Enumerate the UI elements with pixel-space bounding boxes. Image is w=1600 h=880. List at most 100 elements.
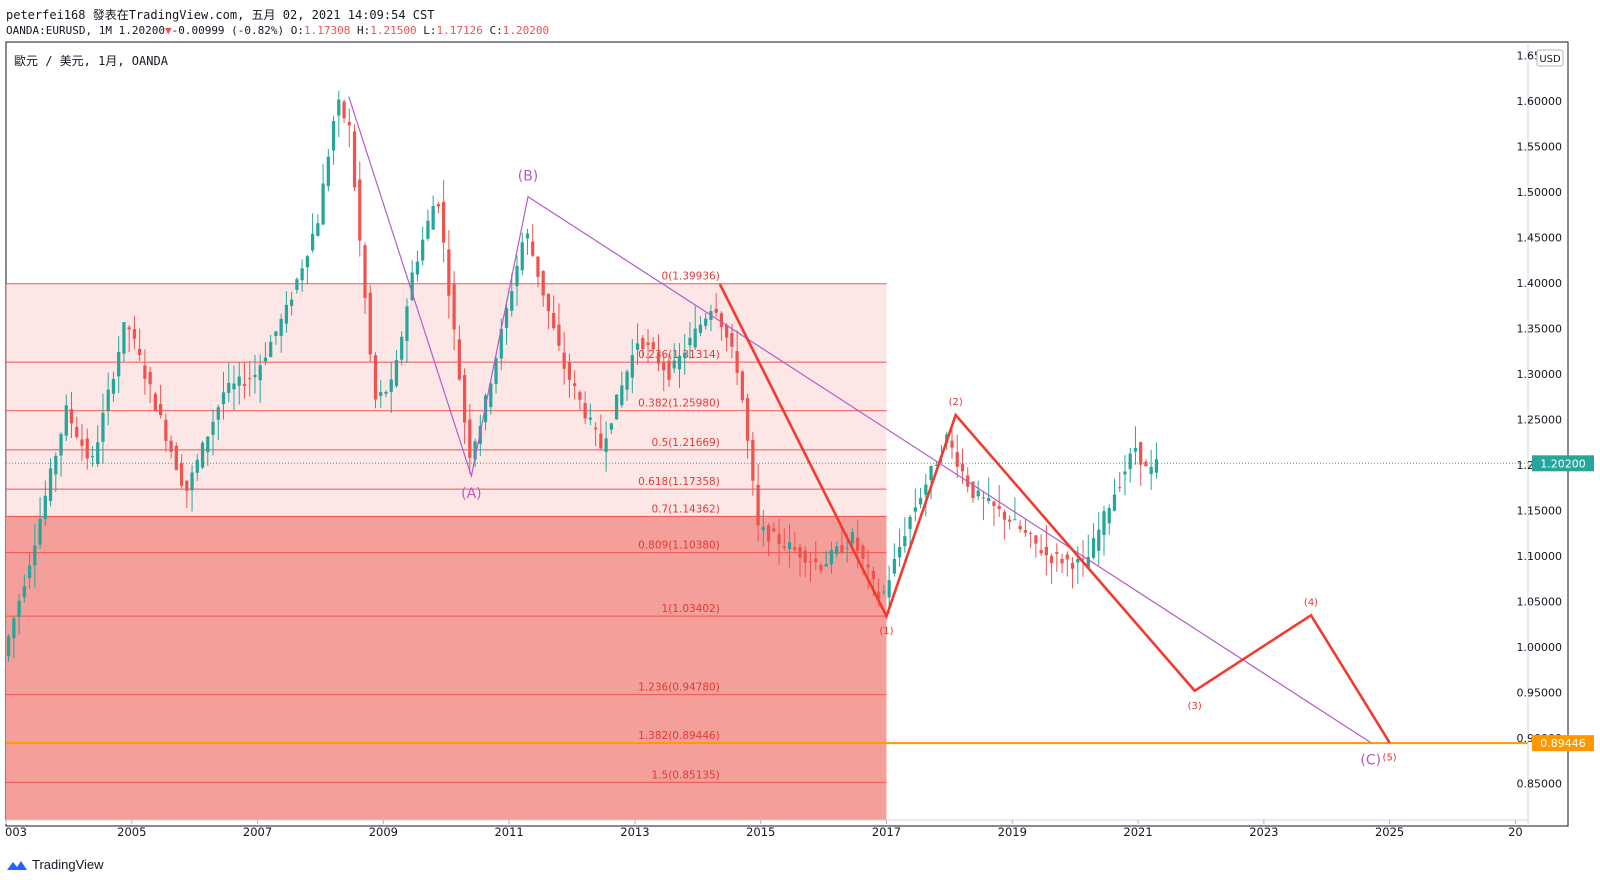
price-badge: [1532, 455, 1594, 472]
time-tick-label: 2009: [369, 825, 398, 839]
candle-body: [200, 442, 205, 468]
fib-zone: [6, 410, 887, 450]
candle-body: [541, 270, 545, 296]
candle-body: [179, 463, 184, 486]
candle-body: [913, 507, 917, 512]
candle-body: [646, 342, 650, 346]
candle-body: [158, 403, 163, 416]
fib-zone: [6, 449, 887, 490]
candle-body: [59, 434, 63, 456]
candle-body: [227, 382, 231, 393]
candle-body: [494, 358, 498, 384]
candle-body: [295, 279, 299, 290]
candle-body: [924, 484, 928, 495]
candle-body: [290, 299, 294, 306]
candle-body: [185, 480, 189, 491]
candle-body: [373, 355, 378, 400]
abc-wave-line: [348, 96, 1372, 744]
candle-body: [410, 272, 414, 301]
candle-body: [976, 490, 980, 497]
candle-body: [279, 318, 283, 336]
candle-body: [442, 201, 446, 243]
candle-body: [274, 331, 278, 337]
candle-body: [426, 220, 430, 239]
candle-body: [892, 558, 896, 574]
candle-body: [1018, 525, 1022, 530]
close-value: 1.20200: [502, 24, 550, 37]
price-tick-label: 1.00000: [1517, 641, 1563, 654]
fib-level-label: 0.618(1.17358): [638, 476, 720, 488]
abc-wave-label: (A): [461, 486, 482, 502]
candle-body: [153, 393, 157, 411]
candle-body: [798, 546, 802, 558]
candle-body: [546, 293, 551, 312]
abc-wave-label: (B): [518, 169, 539, 185]
fib-zone: [6, 782, 887, 820]
candle-body: [1128, 453, 1132, 470]
candle-body: [326, 156, 330, 187]
price-tick-label: 0.85000: [1517, 778, 1563, 791]
candle-body: [787, 542, 792, 550]
candle-body: [1102, 511, 1106, 535]
candle-body: [389, 379, 393, 392]
candle-body: [305, 256, 309, 268]
candle-body: [562, 352, 566, 369]
candle-body: [447, 249, 451, 296]
candle-body: [462, 375, 467, 423]
candle-body: [877, 591, 881, 600]
candle-body: [599, 433, 603, 449]
candle-body: [22, 586, 26, 598]
candle-body: [1118, 487, 1122, 489]
time-tick-label: 2005: [117, 825, 146, 839]
candle-body: [688, 337, 692, 346]
candle-body: [337, 99, 341, 116]
candle-body: [929, 466, 933, 481]
time-tick-label: 2017: [872, 825, 901, 839]
candle-body: [310, 233, 315, 251]
candle-body: [772, 528, 776, 532]
candle-body: [242, 384, 247, 386]
candle-body: [80, 439, 84, 446]
candle-body: [531, 241, 535, 256]
candle-body: [871, 570, 876, 580]
candle-body: [960, 464, 965, 472]
currency-badge[interactable]: [1536, 49, 1564, 67]
price-tick-label: 1.35000: [1517, 323, 1563, 336]
fib-zone: [6, 616, 887, 695]
candle-body: [468, 419, 472, 458]
candle-body: [64, 405, 68, 436]
tradingview-footer[interactable]: TradingView: [6, 857, 104, 872]
tradingview-logo-icon: [7, 860, 27, 870]
candle-body: [347, 122, 351, 126]
candle-body: [782, 546, 786, 548]
fib-level-label: 0(1.39936): [662, 271, 720, 283]
candle-body: [635, 343, 640, 350]
time-tick-label: 2025: [1375, 825, 1404, 839]
candle-body: [69, 409, 74, 424]
candle-body: [431, 205, 435, 230]
candle-body: [54, 455, 58, 475]
candle-body: [253, 374, 257, 378]
time-tick-label: 20: [1508, 825, 1523, 839]
axes: 0.850000.900000.950001.000001.050001.100…: [5, 50, 1594, 839]
candle-body: [730, 333, 734, 347]
triangle-down-icon: ▼: [164, 24, 172, 37]
candle-body: [405, 306, 409, 341]
candle-body: [850, 532, 855, 544]
fib-level-label: 0.7(1.14362): [652, 503, 720, 515]
candle-body: [641, 337, 645, 350]
time-tick-label: 2013: [620, 825, 649, 839]
candle-body: [1023, 530, 1028, 533]
fib-level-label: 1.236(0.94780): [638, 682, 720, 694]
candle-body: [971, 481, 975, 499]
candle-body: [808, 561, 813, 563]
high-value: 1.21500: [370, 24, 417, 37]
candle-body: [75, 426, 79, 438]
candle-body: [1060, 558, 1064, 564]
candle-body: [835, 546, 839, 554]
candle-body: [824, 563, 828, 567]
candle-body: [48, 468, 53, 501]
price-tick-label: 1.40000: [1517, 277, 1563, 290]
price-tick-label: 1.50000: [1517, 186, 1563, 199]
